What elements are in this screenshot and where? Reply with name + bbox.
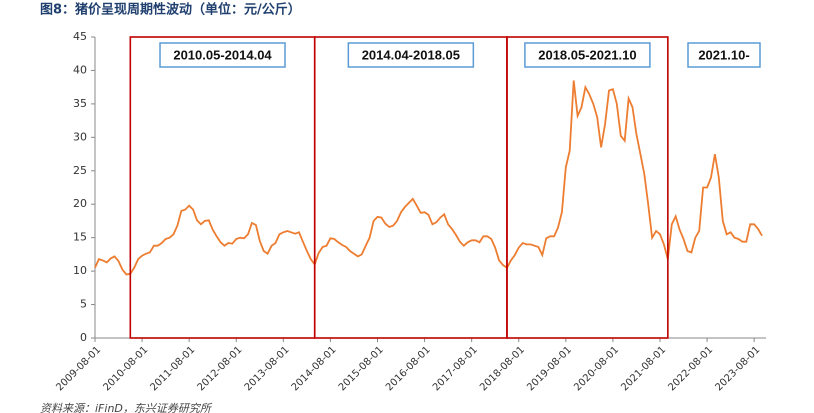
y-tick-label: 15 bbox=[73, 231, 87, 244]
label-box bbox=[524, 42, 651, 68]
x-tick-label: 2009-08-01 bbox=[54, 344, 103, 393]
cycle-box bbox=[313, 36, 508, 339]
cycle-box bbox=[506, 36, 669, 339]
y-tick-label: 20 bbox=[73, 197, 87, 210]
price-line bbox=[94, 80, 763, 276]
x-tick-label: 2018-08-01 bbox=[478, 344, 527, 393]
x-tick-label: 2021-08-01 bbox=[619, 344, 668, 393]
y-tick-label: 10 bbox=[73, 264, 87, 277]
x-tick-label: 2013-08-01 bbox=[243, 344, 292, 393]
y-tick-label: 35 bbox=[73, 97, 87, 110]
x-tick-label: 2020-08-01 bbox=[572, 344, 621, 393]
x-tick-label: 2011-08-01 bbox=[149, 344, 198, 393]
x-tick-label: 2022-08-01 bbox=[666, 344, 715, 393]
x-tick-label: 2014-08-01 bbox=[290, 344, 339, 393]
y-tick-label: 5 bbox=[80, 298, 87, 311]
y-tick-label: 45 bbox=[73, 30, 87, 43]
x-tick-label: 2016-08-01 bbox=[384, 344, 433, 393]
x-tick-label: 2019-08-01 bbox=[525, 344, 574, 393]
cycle-label: 2010.05-2014.04 bbox=[173, 47, 272, 62]
cycle-label: 2018.05-2021.10 bbox=[538, 47, 636, 62]
y-tick-label: 40 bbox=[73, 63, 87, 76]
label-box bbox=[159, 42, 286, 68]
cycle-label: 2021.10- bbox=[698, 47, 749, 62]
y-tick-label: 0 bbox=[80, 331, 87, 344]
label-box bbox=[347, 42, 475, 68]
x-tick-label: 2017-08-01 bbox=[431, 344, 480, 393]
y-tick-label: 25 bbox=[73, 164, 87, 177]
label-box bbox=[687, 42, 761, 68]
x-tick-label: 2015-08-01 bbox=[337, 344, 386, 393]
x-tick-label: 2012-08-01 bbox=[196, 344, 245, 393]
source-note: 资料来源：iFinD，东兴证券研究所 bbox=[40, 402, 213, 413]
y-tick-label: 30 bbox=[73, 130, 87, 143]
x-tick-label: 2023-08-01 bbox=[714, 344, 763, 393]
x-tick-label: 2010-08-01 bbox=[101, 344, 150, 393]
chart-title: 图8：猪价呈现周期性波动（单位：元/公斤） bbox=[40, 2, 301, 18]
cycle-box bbox=[129, 36, 316, 339]
cycle-label: 2014.04-2018.05 bbox=[362, 47, 460, 62]
